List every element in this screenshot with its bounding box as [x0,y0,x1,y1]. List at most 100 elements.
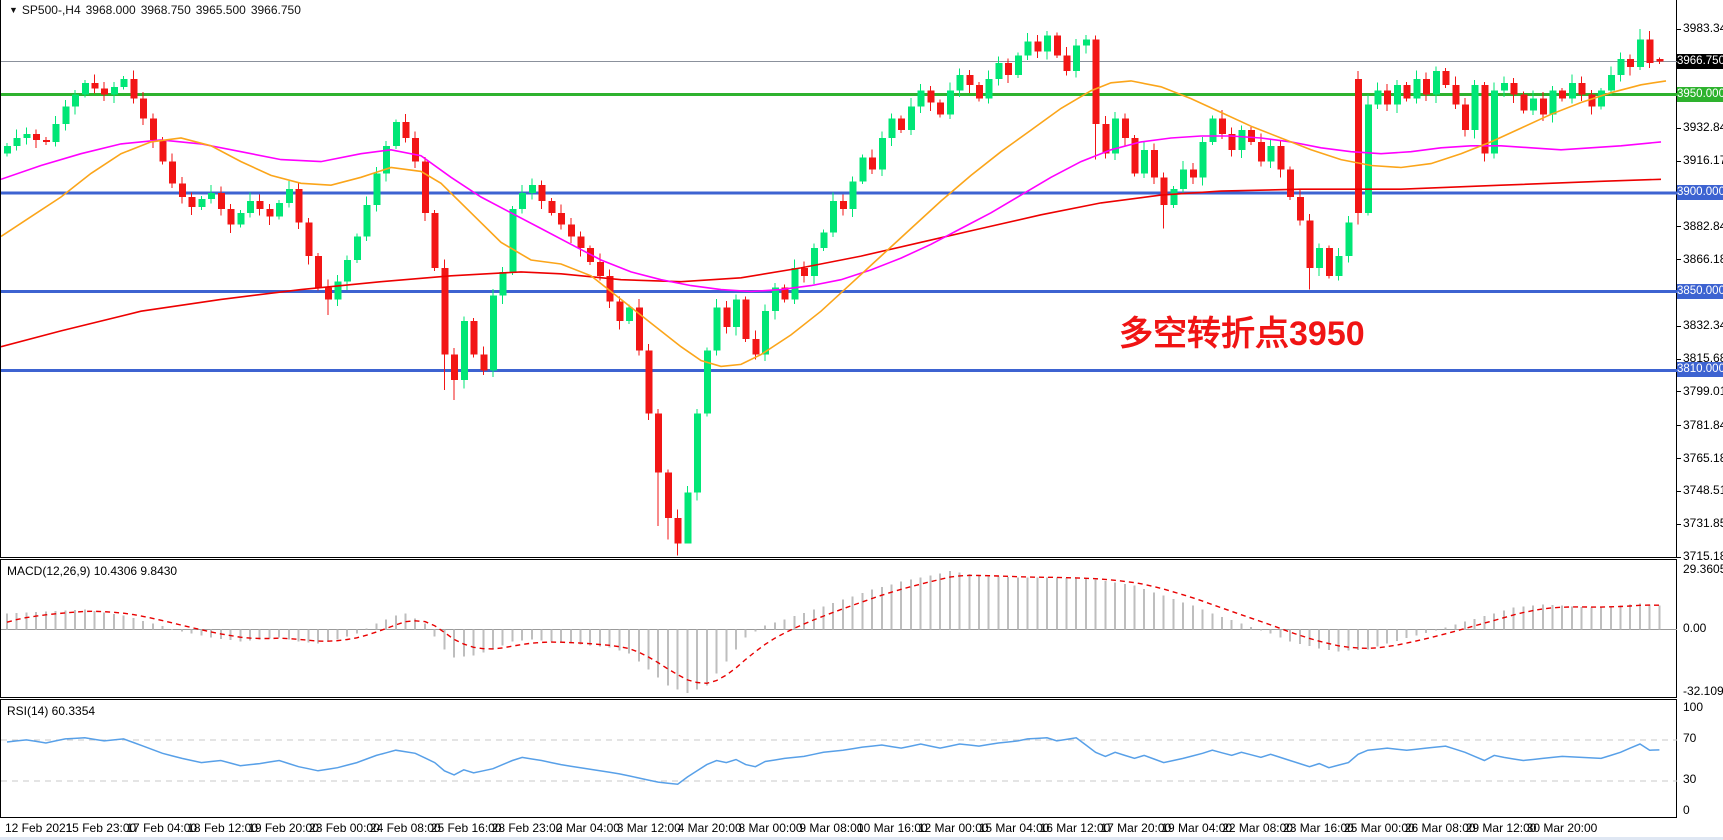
macd-indicator-panel[interactable]: MACD(12,26,9) 10.4306 9.8430 [0,559,1677,698]
macd-signal-line [6,574,1660,685]
price-level-badge: 3900.000 [1677,185,1723,201]
macd-histogram-bar [229,629,232,641]
macd-histogram-bar [239,629,242,642]
macd-histogram-bar [1055,577,1058,630]
macd-histogram-bar [1532,605,1535,630]
time-axis-label: 19 Feb 20:00 [248,821,319,835]
time-axis[interactable]: 12 Feb 2021 15 Feb 23:00 17 Feb 04:00 18 Fe… [0,819,1723,837]
bottom-strip [0,837,1723,840]
candle-body [703,350,711,414]
time-axis-label: 2 Mar 04:00 [555,821,620,835]
macd-histogram-bar [355,629,358,634]
time-axis-label: 25 Mar 00:00 [1344,821,1415,835]
candle-body [1121,118,1129,138]
candle-body [1374,90,1382,105]
candle-body [295,189,303,223]
candle-body [645,350,653,414]
symbol-marker-icon: ▼ [9,5,18,15]
candle-body [742,299,750,339]
candle-body [956,74,964,91]
candle-body [1559,90,1567,99]
candle-body [33,134,41,140]
macd-histogram-bar [841,599,844,630]
time-axis-label: 15 Mar 04:00 [978,821,1050,835]
chart-header: ▼ SP500-,H4 3968.000 3968.750 3965.500 3966.7… [9,3,306,17]
candle-body [635,307,643,351]
price-tick-label: 3832.345 [1683,318,1723,333]
candle-body [684,492,692,544]
candle-body [1549,90,1557,115]
candle-body [1481,84,1489,154]
macd-histogram-bar [414,618,417,630]
macd-histogram-bar [686,629,689,694]
candle-body [1442,71,1450,85]
macd-histogram-bar [1376,629,1379,647]
time-axis-label: 29 Mar 12:00 [1465,821,1537,835]
macd-histogram-bar [443,629,446,650]
macd-histogram-bar [385,619,388,630]
macd-histogram-bar [1211,613,1214,630]
main-price-chart[interactable]: ▼ SP500-,H4 3968.000 3968.750 3965.500 3966.7… [0,0,1677,558]
candle-body [149,118,157,140]
candle-body [178,183,186,198]
candle-body [509,208,517,272]
candle-body [120,78,128,87]
candle-body [830,200,838,233]
price-chart-canvas [1,29,1677,556]
price-tick-mark [1677,556,1681,558]
price-tick-mark [1677,425,1681,427]
candle-body [1345,222,1353,257]
candle-body [869,157,877,170]
macd-histogram-bar [1638,603,1641,630]
macd-histogram-bar [725,629,728,662]
macd-canvas [1,571,1677,694]
time-axis-label: 24 Feb 08:00 [369,821,441,835]
macd-histogram-bar [268,629,271,639]
macd-histogram-bar [1250,626,1253,630]
candle-body [1053,35,1061,56]
macd-histogram-bar [64,610,67,630]
candle-body [247,200,254,213]
price-axis[interactable]: 3983.340 3932.840 3916.175 3882.845 3866.180… [1677,0,1723,818]
macd-histogram-bar [1318,629,1321,649]
price-tick-mark [1677,160,1681,162]
macd-histogram-bar [278,629,281,638]
time-axis-label: 4 Mar 20:00 [677,821,742,835]
macd-histogram-bar [1502,610,1505,630]
candle-body [315,256,323,288]
candle-body [1131,137,1139,174]
macd-histogram-bar [472,629,475,656]
candle-body [606,275,614,302]
candle-body [62,106,70,125]
candle-body [888,118,896,138]
rsi-canvas [1,737,1677,785]
macd-histogram-bar [501,629,504,646]
time-axis-label: 17 Feb 04:00 [126,821,198,835]
candle-body [1578,82,1586,95]
candle-body [324,287,332,300]
candle-body [412,137,420,162]
candle-body [538,185,546,201]
macd-histogram-bar [1405,629,1408,639]
macd-histogram-bar [1259,629,1262,631]
macd-histogram-bar [705,629,708,686]
macd-histogram-bar [1123,584,1126,630]
candle-body [1403,84,1411,99]
candle-body [1393,84,1401,105]
macd-histogram-bar [492,629,494,650]
macd-histogram-bar [618,629,621,651]
candle-body [995,63,1003,79]
macd-histogram-bar [171,628,174,630]
rsi-indicator-panel[interactable]: RSI(14) 60.3354 [0,699,1677,818]
macd-histogram-bar [161,626,164,630]
candle-body [762,311,770,355]
macd-histogram-bar [1172,598,1175,630]
candle-body [1335,256,1343,276]
time-axis-label: 12 Feb 2021 [5,821,73,835]
macd-histogram-bar [103,612,106,630]
macd-histogram-bar [589,629,592,646]
price-level-badge: 3810.000 [1677,362,1723,378]
price-tick-label: 3748.515 [1683,483,1723,498]
candle-body [655,413,663,473]
candle-body [480,354,488,371]
